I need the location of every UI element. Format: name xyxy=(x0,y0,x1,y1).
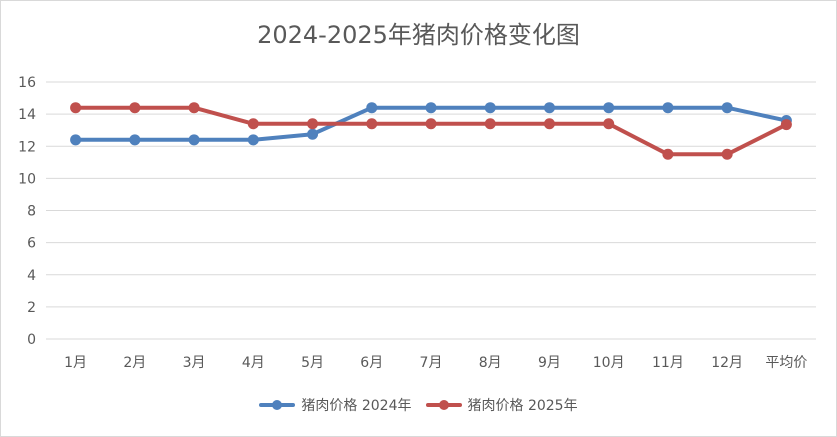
x-tick-label: 8月 xyxy=(479,355,502,371)
y-tick-label: 16 xyxy=(18,75,36,91)
series-2-point xyxy=(721,148,733,160)
series-2-point xyxy=(129,102,141,114)
chart-legend: 猪肉价格 2024年 猪肉价格 2025年 xyxy=(1,395,836,415)
y-tick-label: 10 xyxy=(18,171,36,187)
y-tick-label: 8 xyxy=(27,204,36,220)
legend-label: 猪肉价格 2025年 xyxy=(467,398,578,414)
series-1-point xyxy=(662,102,674,114)
legend-swatch-marker xyxy=(438,400,449,410)
x-tick-label: 12月 xyxy=(711,355,743,371)
x-tick-label: 1月 xyxy=(64,355,87,371)
series-1-point xyxy=(307,128,319,140)
series-2-point xyxy=(543,118,555,130)
series-2-point xyxy=(70,102,82,114)
series-2-point xyxy=(307,118,319,130)
x-tick-label: 4月 xyxy=(242,355,265,371)
series-2-point xyxy=(247,118,259,130)
series-2-point xyxy=(425,118,437,130)
y-tick-label: 14 xyxy=(18,107,36,123)
x-tick-label: 平均价 xyxy=(765,355,807,371)
series-1-point xyxy=(188,134,200,146)
x-tick-label: 9月 xyxy=(538,355,561,371)
legend-item-1: 猪肉价格 2024年 xyxy=(259,395,412,415)
series-line-2 xyxy=(73,105,789,157)
x-tick-label: 11月 xyxy=(652,355,684,371)
series-2-point xyxy=(484,118,496,130)
chart-title: 2024-2025年猪肉价格变化图 xyxy=(257,21,580,49)
legend-swatch-marker xyxy=(272,400,283,410)
series-1-point xyxy=(603,102,615,114)
series-1-point xyxy=(721,102,733,114)
series-1-point xyxy=(247,134,259,146)
legend-swatch-1 xyxy=(259,400,296,410)
series-2-point xyxy=(188,102,200,114)
series-1-point xyxy=(425,102,437,114)
legend-item-2: 猪肉价格 2025年 xyxy=(425,395,578,415)
series-2-point xyxy=(366,118,378,130)
x-tick-label: 5月 xyxy=(301,355,324,371)
y-tick-label: 0 xyxy=(27,332,36,348)
x-tick-label: 7月 xyxy=(420,355,443,371)
legend-label: 猪肉价格 2024年 xyxy=(301,398,412,414)
x-tick-label: 3月 xyxy=(183,355,206,371)
y-tick-label: 4 xyxy=(27,268,36,284)
series-1-point xyxy=(543,102,555,114)
legend-swatch-2 xyxy=(425,400,462,410)
x-tick-label: 10月 xyxy=(593,355,625,371)
series-1-point xyxy=(129,134,141,146)
series-2-point xyxy=(780,119,792,131)
x-tick-label: 6月 xyxy=(360,355,383,371)
series-2-point xyxy=(603,118,615,130)
series-1-point xyxy=(484,102,496,114)
series-1-point xyxy=(70,134,82,146)
series-2-point xyxy=(662,148,674,160)
y-tick-label: 2 xyxy=(27,300,36,316)
series-1-point xyxy=(366,102,378,114)
y-tick-label: 6 xyxy=(27,236,36,252)
y-tick-label: 12 xyxy=(18,139,36,155)
x-tick-label: 2月 xyxy=(123,355,146,371)
